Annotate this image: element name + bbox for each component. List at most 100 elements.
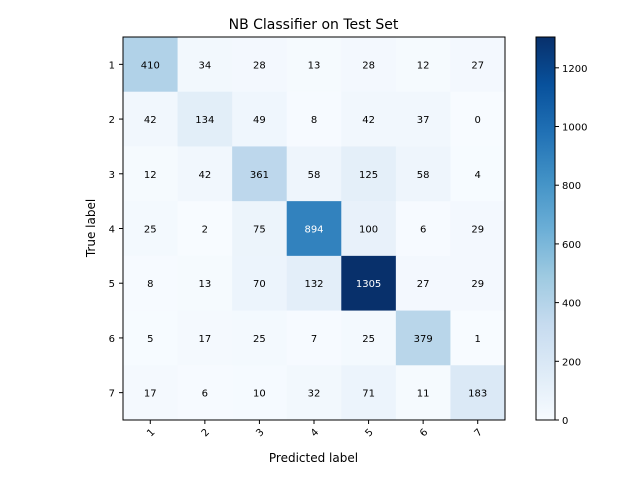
cell-value-label: 1305 — [356, 279, 381, 290]
x-tick-label: 3 — [254, 427, 266, 439]
heatmap-cell — [123, 365, 179, 421]
cell-value-label: 379 — [414, 334, 433, 345]
heatmap-cell — [177, 201, 233, 257]
cell-value-label: 10 — [253, 389, 266, 400]
x-tick-label: 5 — [363, 427, 375, 439]
cell-value-label: 25 — [253, 334, 266, 345]
cell-value-label: 28 — [253, 60, 266, 71]
heatmap-cell — [232, 91, 288, 147]
heatmap-cell — [286, 91, 342, 147]
heatmap-cell — [450, 365, 506, 421]
colorbar-tick-label: 1200 — [562, 64, 587, 75]
heatmap-cell — [450, 201, 506, 257]
cell-value-label: 134 — [195, 115, 214, 126]
colorbar-tick-label: 200 — [562, 357, 581, 368]
cell-value-label: 25 — [144, 225, 157, 236]
heatmap-cell — [341, 255, 397, 312]
x-tick-label: 6 — [418, 427, 430, 439]
heatmap-cell — [232, 37, 288, 93]
y-tick-label: 4 — [109, 225, 115, 236]
cell-value-label: 49 — [253, 115, 266, 126]
cell-value-label: 100 — [359, 225, 378, 236]
cell-value-label: 0 — [475, 115, 481, 126]
cell-value-label: 27 — [471, 60, 484, 71]
cell-value-label: 70 — [253, 279, 266, 290]
heatmap-cell — [395, 365, 451, 421]
cell-value-label: 42 — [144, 115, 157, 126]
y-tick-label: 3 — [109, 170, 115, 181]
y-tick-label: 1 — [109, 60, 115, 71]
heatmap-cell — [232, 310, 288, 366]
cell-value-label: 5 — [147, 334, 153, 345]
heatmap-cell — [341, 91, 397, 147]
cell-value-label: 1 — [475, 334, 481, 345]
heatmap-cell — [123, 310, 179, 366]
x-tick-label: 2 — [200, 427, 212, 439]
heatmap-cell — [450, 255, 506, 312]
cell-value-label: 132 — [304, 279, 323, 290]
heatmap-cell — [395, 91, 451, 147]
heatmap-cell — [286, 201, 342, 257]
x-axis-ticks: 1 2 3 4 5 6 7 — [145, 420, 485, 439]
heatmap-cell — [232, 365, 288, 421]
colorbar-tick-label: 800 — [562, 181, 581, 192]
heatmap-cell — [450, 91, 506, 147]
cell-value-label: 29 — [471, 279, 484, 290]
y-tick-label: 6 — [109, 334, 115, 345]
heatmap-cells — [123, 37, 506, 421]
cell-value-label: 75 — [253, 225, 266, 236]
heatmap-cell — [177, 310, 233, 366]
cell-value-label: 894 — [304, 225, 323, 236]
cell-value-label: 12 — [144, 170, 157, 181]
cell-value-label: 361 — [250, 170, 269, 181]
cell-value-label: 34 — [198, 60, 211, 71]
x-tick-label: 4 — [309, 427, 321, 439]
heatmap-cell — [395, 146, 451, 202]
cell-value-label: 71 — [362, 389, 375, 400]
cell-value-label: 6 — [420, 225, 426, 236]
chart-title: NB Classifier on Test Set — [229, 17, 399, 33]
cell-value-label: 32 — [308, 389, 321, 400]
y-axis-ticks: 1 2 3 4 5 6 7 — [109, 60, 123, 400]
cell-value-label: 17 — [144, 389, 157, 400]
heatmap-cell — [286, 255, 342, 312]
heatmap-cell — [286, 146, 342, 202]
cell-value-label: 37 — [417, 115, 430, 126]
heatmap-cell — [286, 37, 342, 93]
heatmap-cell — [450, 37, 506, 93]
heatmap-cell — [177, 146, 233, 202]
heatmap-cell — [123, 91, 179, 147]
heatmap-cell — [341, 201, 397, 257]
cell-value-label: 25 — [362, 334, 375, 345]
cell-value-label: 27 — [417, 279, 430, 290]
heatmap-cell — [286, 310, 342, 366]
cell-value-label: 58 — [308, 170, 321, 181]
cell-value-label: 125 — [359, 170, 378, 181]
colorbar-tick-label: 0 — [562, 416, 568, 427]
heatmap-cell — [232, 146, 288, 202]
y-axis-label: True label — [84, 199, 98, 258]
heatmap-cell — [395, 37, 451, 93]
x-axis-label: Predicted label — [269, 451, 358, 465]
heatmap-cell — [395, 310, 451, 366]
heatmap-cell — [177, 91, 233, 147]
colorbar-tick-label: 1000 — [562, 123, 587, 134]
y-tick-label: 2 — [109, 115, 115, 126]
cell-value-label: 4 — [475, 170, 481, 181]
colorbar-tick-label: 600 — [562, 240, 581, 251]
heatmap-cell — [123, 37, 179, 93]
cell-value-label: 42 — [198, 170, 211, 181]
cell-value-label: 7 — [311, 334, 317, 345]
heatmap-cell — [450, 146, 506, 202]
colorbar — [535, 36, 556, 421]
cell-value-label: 8 — [311, 115, 317, 126]
heatmap-cell — [177, 37, 233, 93]
cell-value-label: 11 — [417, 389, 430, 400]
heatmap-cell — [286, 365, 342, 421]
heatmap-cell — [232, 201, 288, 257]
cell-value-label: 58 — [417, 170, 430, 181]
heatmap-cell — [341, 146, 397, 202]
heatmap-cell — [123, 255, 179, 312]
